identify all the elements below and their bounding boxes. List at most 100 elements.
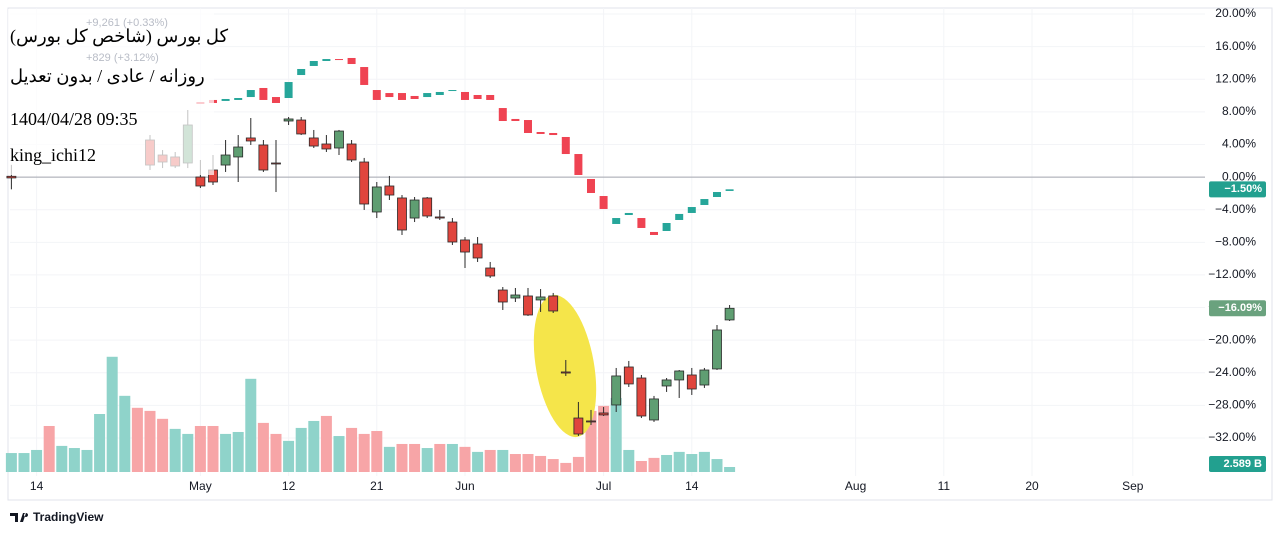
- candle-body: [296, 119, 307, 135]
- legend-value: +9,261 (+0.33%): [86, 17, 168, 29]
- candle-body: [447, 221, 458, 243]
- volume-bar: [157, 418, 169, 472]
- candle-body: [434, 216, 445, 219]
- candle-body: [371, 186, 382, 213]
- candle-body: [536, 132, 545, 134]
- volume-bar: [106, 356, 118, 472]
- volume-bar: [270, 433, 282, 472]
- candle-body: [674, 370, 685, 381]
- legend-subtitle: روزانه / عادی / بدون تعدیل: [10, 66, 205, 87]
- volume-bar: [94, 414, 106, 472]
- volume-bar: [673, 451, 685, 472]
- candle-body: [473, 94, 482, 99]
- candle-body: [687, 207, 696, 213]
- candle-body: [195, 176, 206, 187]
- y-tick-label: −24.00%: [1208, 365, 1256, 379]
- candle-body: [297, 68, 306, 76]
- volume-bar: [396, 443, 408, 472]
- volume-bar: [245, 378, 257, 472]
- candle-body: [321, 143, 332, 150]
- x-tick-label: Jul: [596, 479, 611, 493]
- volume-bar: [358, 433, 370, 472]
- y-tick-label: −12.00%: [1208, 267, 1256, 281]
- candle-body: [535, 296, 546, 301]
- candle-body: [649, 398, 659, 421]
- volume-bar: [724, 466, 736, 472]
- candle-body: [385, 93, 394, 98]
- candle-body: [397, 93, 406, 100]
- candle-body: [283, 118, 294, 122]
- volume-bar: [194, 425, 206, 472]
- volume-bar: [610, 397, 622, 472]
- volume-bar: [421, 448, 433, 472]
- x-tick-label: May: [189, 479, 212, 493]
- candle-body: [725, 189, 734, 191]
- candle-body: [258, 144, 269, 171]
- volume-badge-label: 2.589 B: [1223, 458, 1262, 470]
- volume-bar: [686, 454, 698, 472]
- candle-body: [410, 95, 419, 99]
- candle-body: [511, 118, 520, 122]
- volume-bar: [509, 454, 521, 472]
- volume-bar: [207, 425, 219, 472]
- volume-bar: [434, 443, 446, 472]
- candle-body: [712, 192, 721, 197]
- candle-body: [599, 196, 608, 209]
- volume-bar: [648, 457, 660, 472]
- candle-body: [637, 218, 646, 228]
- candle-body: [472, 243, 483, 259]
- volume-bar: [472, 451, 484, 472]
- volume-bar: [220, 433, 232, 472]
- candle-body: [497, 289, 508, 303]
- volume-bar: [547, 459, 559, 472]
- volume-bar: [257, 422, 269, 472]
- volume-bar: [623, 449, 635, 472]
- volume-bar: [320, 415, 332, 472]
- price-badge-label: −1.50%: [1224, 183, 1262, 195]
- candle-body: [448, 90, 457, 92]
- candle-body: [423, 93, 432, 98]
- candle-body: [649, 231, 658, 235]
- price-badge-label: −16.09%: [1218, 302, 1262, 314]
- y-tick-label: 0.00%: [1222, 169, 1256, 183]
- candle-body: [347, 57, 356, 65]
- volume-bar: [371, 431, 383, 472]
- candle-body: [523, 120, 532, 133]
- x-tick-label: 20: [1025, 479, 1039, 493]
- candle-body: [334, 130, 344, 149]
- volume-bar: [182, 433, 194, 472]
- y-tick-label: −20.00%: [1208, 332, 1256, 346]
- volume-bar: [572, 456, 584, 472]
- logo-icon: [10, 513, 29, 522]
- y-tick-label: 12.00%: [1215, 71, 1256, 85]
- candle-body: [271, 97, 280, 103]
- candle-body: [498, 108, 507, 122]
- volume-bar: [459, 446, 471, 472]
- candle-body: [486, 94, 495, 100]
- x-tick-label: 14: [685, 479, 699, 493]
- timestamp: 1404/04/28 09:35: [10, 109, 138, 129]
- price-badge: [1209, 300, 1266, 317]
- candle-body: [284, 82, 293, 99]
- y-tick-label: −28.00%: [1208, 398, 1256, 412]
- candle-body: [6, 175, 17, 179]
- candle-body: [624, 212, 633, 216]
- candle-body: [233, 146, 244, 158]
- candle-body: [334, 59, 343, 61]
- volume-bar: [43, 425, 55, 472]
- candle-body: [245, 137, 256, 142]
- candle-body: [460, 239, 470, 253]
- y-tick-label: −32.00%: [1208, 430, 1256, 444]
- volume-bar: [308, 420, 320, 472]
- candle-body: [686, 374, 697, 390]
- y-tick-label: −4.00%: [1215, 202, 1256, 216]
- candle-body: [409, 199, 420, 219]
- candle-body: [549, 132, 558, 136]
- candle-body: [460, 91, 469, 100]
- candle-body: [510, 294, 521, 299]
- legend-value: +829 (+3.12%): [86, 52, 159, 64]
- candle-body: [485, 267, 496, 277]
- volume-bar: [283, 440, 295, 472]
- y-tick-label: 16.00%: [1215, 39, 1256, 53]
- candle-body: [574, 154, 583, 175]
